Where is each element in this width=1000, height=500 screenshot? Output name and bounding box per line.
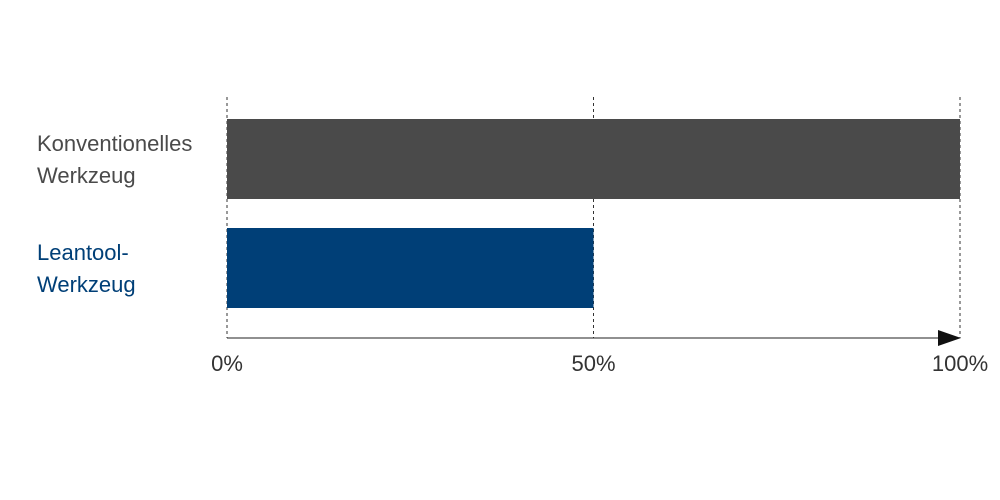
category-label-line: Leantool- (37, 240, 129, 265)
category-label: Leantool- Werkzeug (37, 240, 136, 297)
category-label: Konventionelles Werkzeug (37, 131, 192, 188)
bars (227, 119, 960, 308)
category-labels: Konventionelles Werkzeug Leantool- Werkzeug (37, 131, 192, 297)
category-label-line: Werkzeug (37, 163, 136, 188)
bar (227, 228, 594, 308)
bar (227, 119, 960, 199)
x-tick-label: 50% (571, 351, 615, 376)
x-tick-label: 0% (211, 351, 243, 376)
category-label-line: Werkzeug (37, 272, 136, 297)
category-label-line: Konventionelles (37, 131, 192, 156)
x-axis (227, 330, 961, 346)
x-tick-label: 100% (932, 351, 988, 376)
x-axis-arrow-icon (938, 330, 961, 346)
x-tick-labels: 0% 50% 100% (211, 351, 988, 376)
